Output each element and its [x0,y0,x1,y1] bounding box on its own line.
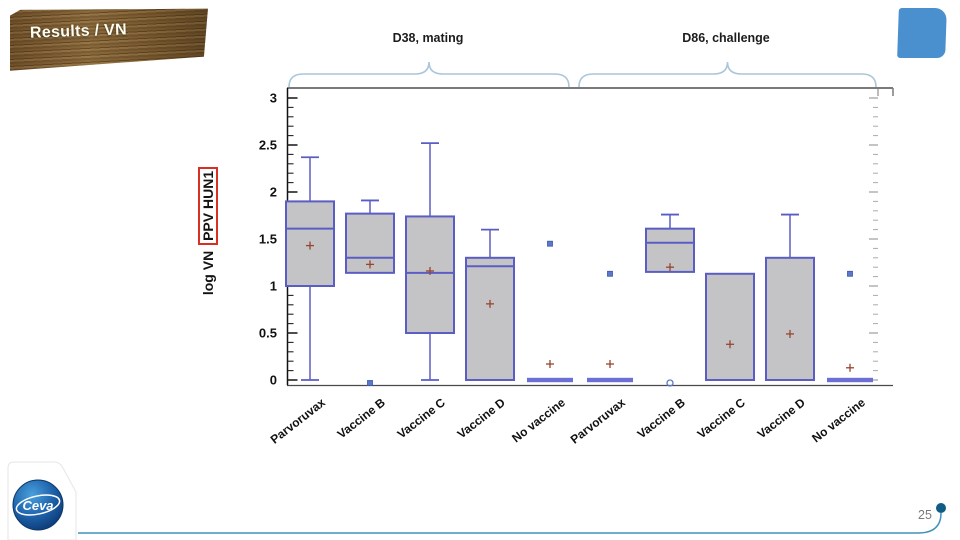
flat-box [827,377,873,383]
y-tick-label: 2 [270,185,277,200]
y-tick-label: 3 [270,91,277,106]
box [765,256,815,381]
x-category-label: Vaccine B [335,395,389,441]
page-number: 25 [918,508,932,522]
y-tick-label: 1.5 [259,232,277,247]
flat-box [587,377,633,383]
brace-d38 [288,61,570,88]
x-category-label: Parvoruvax [568,395,628,446]
outlier-square [547,240,553,247]
box [465,256,515,381]
outlier-square [847,270,853,277]
flat-box [527,377,573,383]
group-title-d38: D38, mating [392,31,464,45]
y-tick-label: 0 [270,373,277,388]
logo-globe [12,479,64,531]
x-category-label: Vaccine D [755,395,809,441]
ceva-logo: Ceva [7,461,77,540]
outlier-square [607,270,613,277]
outlier-square [367,380,373,386]
box [705,272,755,381]
x-category-label: Vaccine D [455,395,509,441]
x-category-label: No vaccine [809,395,868,445]
x-category-label: No vaccine [509,395,568,445]
x-category-label: Vaccine B [635,395,689,441]
x-category-label: Vaccine C [395,395,449,441]
x-category-label: Parvoruvax [268,395,328,446]
y-tick-label: 1 [270,279,277,294]
group-title-d86: D86, challenge [682,31,770,45]
logo-swoosh-ellipse [15,494,61,516]
y-tick-label: 0.5 [259,326,277,341]
outlier-circle [666,379,674,387]
brace-d86 [578,61,877,88]
logo-text: Ceva [22,498,53,513]
y-tick-label: 2.5 [259,138,277,153]
x-category-label: Vaccine C [695,395,749,441]
